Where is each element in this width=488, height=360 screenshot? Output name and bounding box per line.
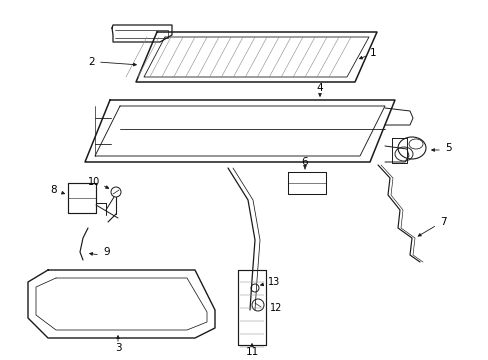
Text: 6: 6 xyxy=(301,157,307,167)
Text: 8: 8 xyxy=(50,185,57,195)
Text: 1: 1 xyxy=(369,48,376,58)
Text: 11: 11 xyxy=(245,347,258,357)
Text: 9: 9 xyxy=(103,247,109,257)
Text: 4: 4 xyxy=(316,83,323,93)
Text: 13: 13 xyxy=(267,277,280,287)
Text: 12: 12 xyxy=(269,303,282,313)
Text: 7: 7 xyxy=(439,217,446,227)
Text: 5: 5 xyxy=(444,143,451,153)
Text: 10: 10 xyxy=(87,177,100,187)
Text: 3: 3 xyxy=(115,343,121,353)
Text: 2: 2 xyxy=(88,57,95,67)
